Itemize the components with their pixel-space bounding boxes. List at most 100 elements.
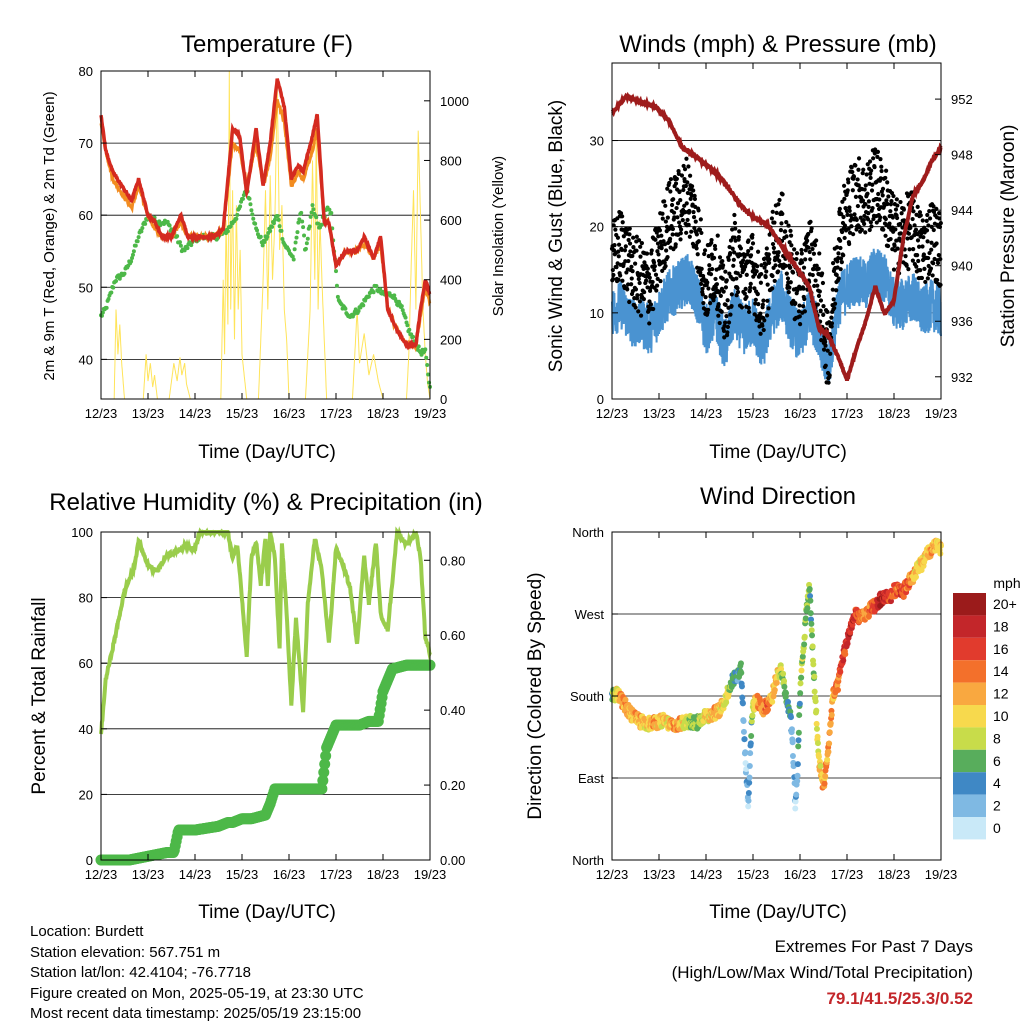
- gust-point: [721, 328, 727, 333]
- gust-point: [926, 223, 931, 228]
- gust-point: [787, 285, 792, 290]
- gust-point: [670, 226, 676, 232]
- rh-line: [99, 525, 432, 735]
- extremes-box: Extremes For Past 7 Days (High/Low/Max W…: [672, 934, 973, 1012]
- gust-point: [776, 202, 781, 207]
- gust-point: [646, 272, 652, 277]
- gust-series: [609, 147, 943, 385]
- direction-point: [745, 797, 752, 804]
- gust-point: [790, 270, 796, 275]
- dewpoint-point: [167, 223, 172, 228]
- gust-point: [789, 243, 794, 248]
- gust-point: [689, 229, 694, 234]
- dewpoint-point: [291, 257, 296, 262]
- gust-point: [837, 206, 842, 211]
- gust-point: [893, 207, 899, 212]
- gust-point: [762, 265, 767, 270]
- dewpoint-point: [271, 221, 276, 226]
- gust-point: [713, 246, 718, 252]
- gust-point: [901, 207, 906, 212]
- gust-point: [856, 167, 861, 172]
- x-tick-label: 18/23: [367, 867, 400, 882]
- colorbar-label: 2: [993, 798, 1001, 814]
- dewpoint-point: [311, 207, 316, 212]
- gust-point: [625, 287, 630, 292]
- gust-point: [788, 228, 793, 233]
- gust-point: [667, 236, 673, 241]
- direction-point: [821, 780, 828, 787]
- gust-point: [714, 282, 720, 287]
- colorbar-swatch: [953, 749, 986, 773]
- dewpoint-point: [130, 256, 135, 261]
- dewpoint-point: [268, 229, 273, 234]
- gust-point: [625, 282, 631, 287]
- gust-point: [744, 294, 749, 300]
- gust-point: [717, 289, 722, 294]
- gust-point: [799, 247, 804, 253]
- direction-point: [742, 760, 749, 767]
- direction-point: [740, 717, 747, 724]
- direction-point: [809, 632, 816, 639]
- direction-point: [797, 690, 804, 697]
- gust-point: [621, 234, 626, 239]
- gust-point: [823, 343, 828, 348]
- precipitation-series: [95, 659, 436, 866]
- dewpoint-point: [100, 310, 105, 315]
- gust-point: [678, 231, 683, 236]
- x-tick-label: 16/23: [784, 406, 817, 421]
- direction-point: [747, 740, 754, 747]
- dewpoint-point: [407, 327, 412, 332]
- dewpoint-point: [405, 323, 410, 328]
- dewpoint-point: [300, 219, 305, 224]
- gust-point: [927, 216, 933, 221]
- sonic-wind-line: [611, 248, 942, 383]
- gust-point: [801, 286, 806, 291]
- gust-point: [738, 246, 743, 251]
- gust-point: [797, 322, 803, 327]
- dewpoint-point: [133, 243, 138, 248]
- x-tick-label: 13/23: [643, 867, 676, 882]
- gust-point: [615, 235, 621, 240]
- gust-point: [929, 247, 934, 252]
- y2-tick-label: 400: [440, 273, 462, 288]
- dewpoint-point: [279, 228, 284, 233]
- gust-point: [709, 252, 714, 257]
- gust-point: [830, 287, 835, 292]
- winds-panel: Winds (mph) & Pressure (mb) Time (Day/UT…: [546, 31, 1019, 463]
- colorbar-swatch: [953, 817, 986, 840]
- y2-tick-label: 0.20: [440, 778, 465, 793]
- gust-point: [913, 227, 919, 232]
- y2-tick-label: 940: [951, 259, 973, 274]
- gust-point: [626, 237, 631, 243]
- direction-point: [794, 777, 801, 784]
- gust-point: [816, 293, 822, 298]
- gust-point: [766, 306, 771, 311]
- gust-point: [706, 254, 711, 259]
- gust-point: [849, 165, 854, 170]
- gust-point: [724, 278, 729, 283]
- gust-point: [888, 236, 893, 242]
- gust-point: [735, 286, 740, 291]
- solar-insolation-series: [101, 70, 431, 400]
- gust-point: [633, 287, 639, 292]
- y2-tick-label: 936: [951, 314, 973, 329]
- gust-point: [851, 174, 857, 179]
- gust-point: [874, 220, 879, 225]
- gust-point: [867, 159, 873, 164]
- gust-point: [799, 251, 804, 256]
- gust-point: [773, 263, 778, 268]
- dewpoint-point: [295, 230, 300, 235]
- direction-point: [798, 667, 805, 674]
- dewpoint-point: [303, 246, 308, 251]
- dewpoint-point: [301, 225, 306, 230]
- gust-point: [875, 202, 880, 208]
- gust-point: [678, 227, 684, 232]
- gust-point: [655, 283, 660, 288]
- gust-point: [650, 279, 655, 285]
- gust-point: [812, 243, 818, 248]
- gust-point: [746, 248, 751, 254]
- gust-point: [869, 224, 874, 229]
- gust-point: [742, 291, 747, 296]
- dewpoint-point: [424, 355, 429, 360]
